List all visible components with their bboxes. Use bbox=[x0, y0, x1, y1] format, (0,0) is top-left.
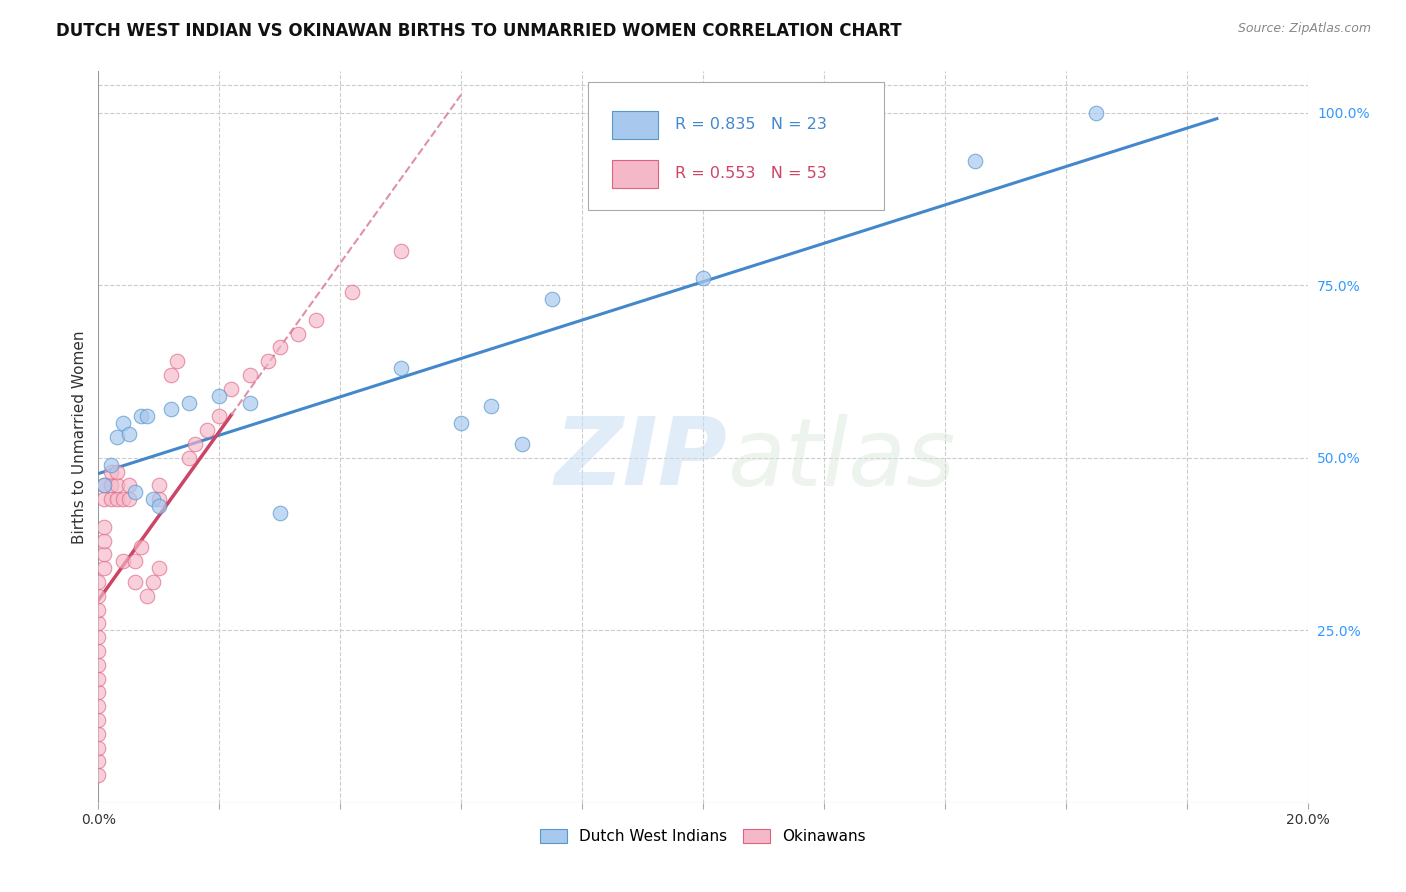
Point bbox=[100, 492, 122, 507]
Point bbox=[100, 458, 122, 472]
Point bbox=[111, 492, 134, 507]
Y-axis label: Births to Unmarried Women: Births to Unmarried Women bbox=[72, 330, 87, 544]
Text: Source: ZipAtlas.com: Source: ZipAtlas.com bbox=[1237, 22, 1371, 36]
Point bbox=[389, 361, 412, 376]
Point bbox=[87, 602, 110, 616]
Point bbox=[148, 492, 170, 507]
Point bbox=[100, 465, 122, 479]
Point bbox=[87, 755, 110, 769]
Point bbox=[118, 492, 141, 507]
Point bbox=[105, 465, 128, 479]
Point bbox=[93, 520, 115, 534]
Text: R = 0.553   N = 53: R = 0.553 N = 53 bbox=[675, 166, 827, 181]
Point bbox=[148, 478, 170, 492]
Point bbox=[105, 478, 128, 492]
Point bbox=[148, 499, 170, 513]
Point bbox=[540, 292, 562, 306]
Point bbox=[87, 574, 110, 589]
Point bbox=[87, 616, 110, 631]
Point bbox=[87, 589, 110, 603]
Point bbox=[135, 409, 157, 424]
Point bbox=[135, 589, 157, 603]
Point bbox=[93, 548, 115, 562]
Point bbox=[239, 368, 262, 382]
Point bbox=[269, 506, 291, 520]
Legend: Dutch West Indians, Okinawans: Dutch West Indians, Okinawans bbox=[534, 822, 872, 850]
Point bbox=[87, 672, 110, 686]
Point bbox=[184, 437, 207, 451]
Point bbox=[87, 644, 110, 658]
Point bbox=[124, 574, 146, 589]
Point bbox=[87, 740, 110, 755]
Point bbox=[118, 478, 141, 492]
Point bbox=[87, 768, 110, 782]
Point bbox=[93, 478, 115, 492]
Point bbox=[124, 485, 146, 500]
Point bbox=[208, 409, 231, 424]
Point bbox=[87, 727, 110, 741]
Point bbox=[389, 244, 412, 258]
Point bbox=[342, 285, 364, 300]
Text: atlas: atlas bbox=[727, 414, 956, 505]
Point bbox=[87, 630, 110, 644]
Point bbox=[105, 492, 128, 507]
Point bbox=[148, 561, 170, 575]
Point bbox=[166, 354, 188, 368]
Point bbox=[93, 561, 115, 575]
Point bbox=[965, 154, 987, 169]
Point bbox=[208, 389, 231, 403]
Point bbox=[142, 492, 165, 507]
Point bbox=[87, 713, 110, 727]
Point bbox=[239, 395, 262, 409]
Point bbox=[179, 395, 201, 409]
Point bbox=[450, 417, 472, 431]
Point bbox=[179, 450, 201, 465]
Point bbox=[87, 699, 110, 714]
Point bbox=[100, 478, 122, 492]
Point bbox=[195, 423, 218, 437]
Point bbox=[1085, 105, 1108, 120]
Point bbox=[160, 368, 183, 382]
Point bbox=[510, 437, 533, 451]
Point bbox=[105, 430, 128, 444]
Point bbox=[124, 554, 146, 568]
Point bbox=[160, 402, 183, 417]
FancyBboxPatch shape bbox=[613, 160, 658, 187]
Point bbox=[305, 312, 328, 326]
Point bbox=[269, 340, 291, 354]
FancyBboxPatch shape bbox=[588, 82, 884, 211]
Point bbox=[93, 533, 115, 548]
Text: R = 0.835   N = 23: R = 0.835 N = 23 bbox=[675, 117, 827, 132]
Point bbox=[87, 685, 110, 699]
Point bbox=[93, 492, 115, 507]
Point bbox=[142, 574, 165, 589]
Point bbox=[287, 326, 309, 341]
Point bbox=[129, 541, 152, 555]
Point bbox=[221, 382, 243, 396]
Point bbox=[93, 478, 115, 492]
Point bbox=[692, 271, 714, 285]
Point bbox=[118, 426, 141, 441]
Point bbox=[129, 409, 152, 424]
Point bbox=[111, 554, 134, 568]
Text: ZIP: ZIP bbox=[554, 413, 727, 505]
Point bbox=[111, 417, 134, 431]
Text: DUTCH WEST INDIAN VS OKINAWAN BIRTHS TO UNMARRIED WOMEN CORRELATION CHART: DUTCH WEST INDIAN VS OKINAWAN BIRTHS TO … bbox=[56, 22, 901, 40]
FancyBboxPatch shape bbox=[613, 111, 658, 138]
Point bbox=[87, 657, 110, 672]
Point bbox=[256, 354, 278, 368]
Point bbox=[481, 399, 503, 413]
